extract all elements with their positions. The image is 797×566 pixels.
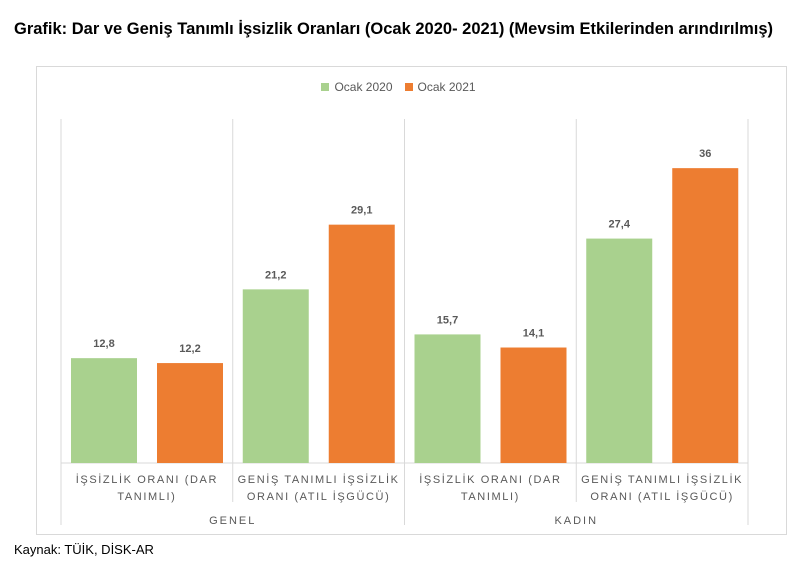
legend-swatch <box>404 83 413 91</box>
category-label: İŞSİZLİK ORANI (DAR <box>419 473 561 486</box>
legend-label: Ocak 2020 <box>334 80 393 94</box>
bar-ocak-2021 <box>672 168 739 463</box>
legend-item-1: Ocak 2021 <box>404 80 476 94</box>
category-label: İŞSİZLİK ORANI (DAR <box>76 473 218 486</box>
category-label: ORANI (ATIL İŞGÜCÜ) <box>590 490 733 503</box>
bar-ocak-2021 <box>328 224 395 463</box>
legend-label: Ocak 2021 <box>417 80 476 94</box>
category-label: TANIMLI) <box>461 491 520 503</box>
data-label: 29,1 <box>351 205 372 217</box>
category-label: GENİŞ TANIMLI İŞSİZLİK <box>581 473 743 486</box>
category-label: TANIMLI) <box>117 491 176 503</box>
category-label: ORANI (ATIL İŞGÜCÜ) <box>247 490 390 503</box>
category-label: GENİŞ TANIMLI İŞSİZLİK <box>238 473 400 486</box>
bar-ocak-2020 <box>414 334 481 463</box>
bar-ocak-2020 <box>242 289 309 463</box>
legend-swatch <box>321 83 330 91</box>
group-label: GENEL <box>209 515 256 527</box>
legend-item-0: Ocak 2020 <box>321 80 393 94</box>
chart-legend: Ocak 2020 Ocak 2021 <box>0 80 797 94</box>
data-label: 15,7 <box>437 314 458 326</box>
source-note: Kaynak: TÜİK, DİSK-AR <box>14 542 154 557</box>
data-label: 14,1 <box>523 328 544 340</box>
chart-frame <box>36 66 787 535</box>
bar-ocak-2021 <box>500 347 567 463</box>
data-label: 36 <box>699 148 711 160</box>
group-label: KADIN <box>554 515 598 527</box>
bar-ocak-2020 <box>586 238 653 463</box>
bar-ocak-2020 <box>71 358 137 463</box>
bar-ocak-2021 <box>157 363 223 463</box>
chart-title: Grafik: Dar ve Geniş Tanımlı İşsizlik Or… <box>14 20 773 38</box>
data-label: 27,4 <box>609 219 631 231</box>
data-label: 21,2 <box>265 269 286 281</box>
data-label: 12,2 <box>179 343 200 355</box>
data-label: 12,8 <box>93 338 114 350</box>
